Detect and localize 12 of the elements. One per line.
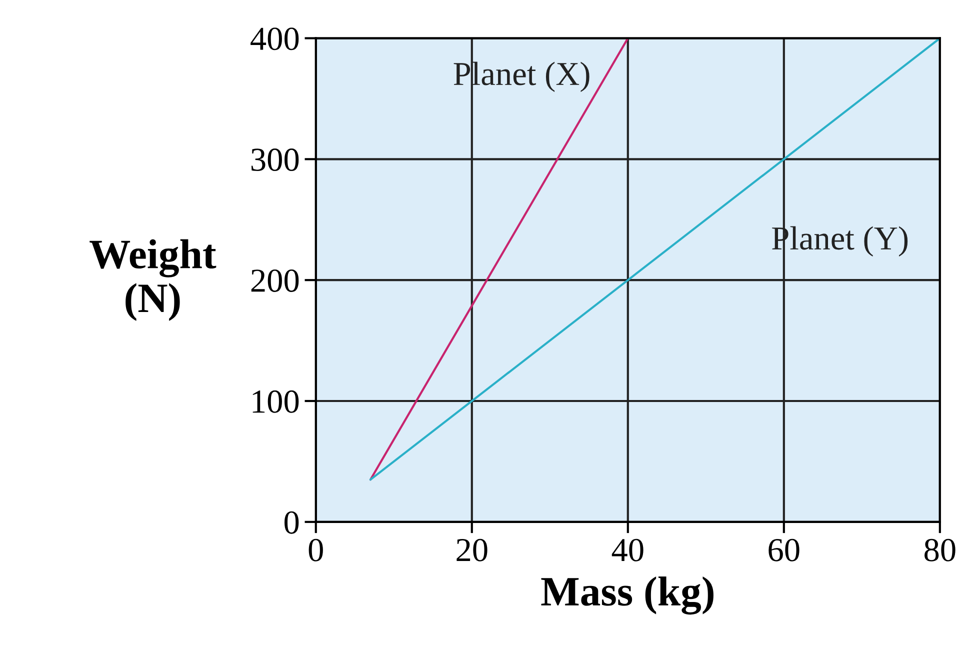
x-tick-label: 40 [612, 538, 644, 562]
x-tick-label: 80 [924, 538, 956, 562]
y-tick-label: 400 [250, 28, 299, 50]
y-axis-title: Weight (N) [90, 239, 216, 321]
x-tick-label: 0 [308, 538, 323, 562]
y-tick-label: 100 [252, 390, 299, 413]
x-axis-title: Mass (kg) [541, 576, 714, 615]
y-tick-label: 300 [252, 148, 299, 172]
x-tick-label: 20 [456, 538, 488, 562]
y-tick-label: 0 [284, 511, 299, 534]
y-tick-label: 200 [251, 269, 299, 292]
x-tick-label: 60 [768, 538, 800, 562]
